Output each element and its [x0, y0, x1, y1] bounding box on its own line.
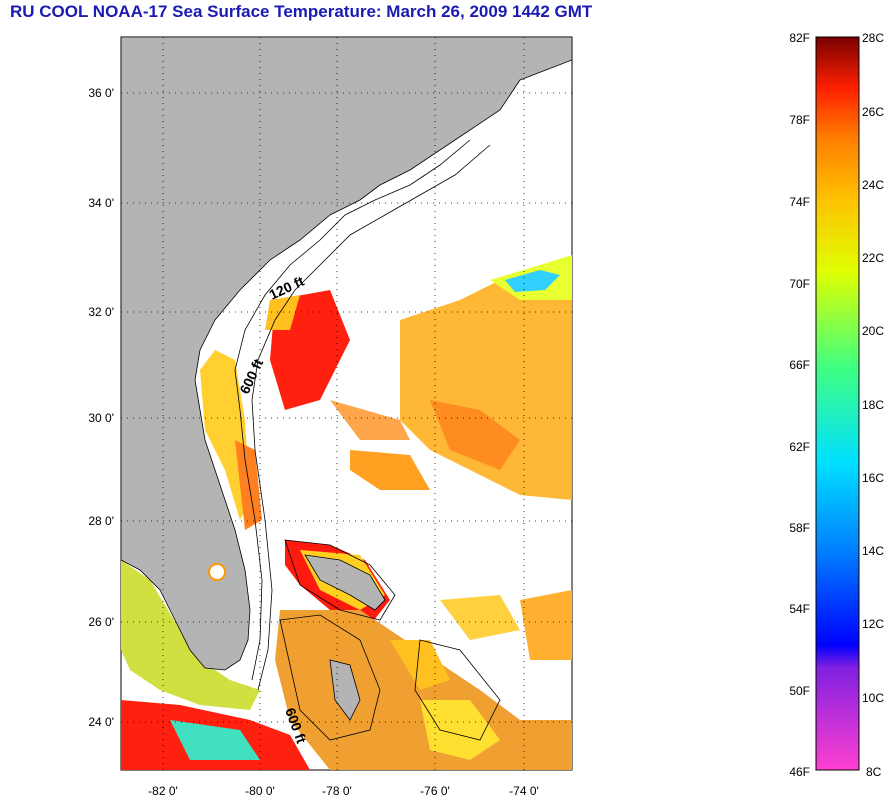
graticule: [121, 37, 572, 770]
colorbar-fahrenheit-scale: 82F 78F 74F 70F 66F 62F 58F 54F 50F 46F: [789, 31, 810, 779]
island: [329, 659, 361, 721]
lake-okeechobee: [208, 563, 226, 581]
lat-tick-label: 32 0': [88, 305, 114, 319]
lat-tick-label: 30 0': [88, 411, 114, 425]
c-label: 18C: [862, 398, 884, 412]
lat-tick-label: 36 0': [88, 86, 114, 100]
colorbar-celsius-scale: 28C 26C 24C 22C 20C 18C 16C 14C 12C 10C …: [862, 31, 884, 779]
f-label: 58F: [789, 521, 810, 535]
lon-tick-label: -78 0': [322, 784, 352, 798]
lat-axis: 36 0' 34 0' 32 0' 30 0' 28 0' 26 0' 24 0…: [88, 86, 114, 729]
lat-tick-label: 24 0': [88, 715, 114, 729]
c-label: 20C: [862, 324, 884, 338]
island: [304, 554, 386, 611]
c-label: 24C: [862, 178, 884, 192]
sst-data-layer: [121, 255, 572, 770]
colorbar-ramp: [815, 36, 860, 771]
c-label: 26C: [862, 105, 884, 119]
f-label: 50F: [789, 684, 810, 698]
c-label: 8C: [866, 765, 882, 779]
f-label: 70F: [789, 277, 810, 291]
f-label: 74F: [789, 195, 810, 209]
f-label: 82F: [789, 31, 810, 45]
colorbar: 82F 78F 74F 70F 66F 62F 58F 54F 50F 46F …: [789, 31, 884, 779]
c-label: 12C: [862, 617, 884, 631]
lat-tick-label: 26 0': [88, 615, 114, 629]
f-label: 62F: [789, 440, 810, 454]
depth-contours: [234, 139, 501, 741]
f-label: 78F: [789, 113, 810, 127]
lon-axis: -82 0' -80 0' -78 0' -76 0' -74 0': [148, 784, 539, 798]
lon-tick-label: -82 0': [148, 784, 178, 798]
c-label: 22C: [862, 251, 884, 265]
f-label: 54F: [789, 602, 810, 616]
c-label: 16C: [862, 471, 884, 485]
land-mass: [121, 37, 572, 671]
lat-tick-label: 34 0': [88, 196, 114, 210]
lon-tick-label: -80 0': [245, 784, 275, 798]
lon-tick-label: -74 0': [509, 784, 539, 798]
f-label: 66F: [789, 358, 810, 372]
lon-tick-label: -76 0': [420, 784, 450, 798]
lat-tick-label: 28 0': [88, 514, 114, 528]
c-label: 28C: [862, 31, 884, 45]
map-title: RU COOL NOAA-17 Sea Surface Temperature:…: [10, 2, 593, 21]
c-label: 10C: [862, 691, 884, 705]
c-label: 14C: [862, 544, 884, 558]
f-label: 46F: [789, 765, 810, 779]
